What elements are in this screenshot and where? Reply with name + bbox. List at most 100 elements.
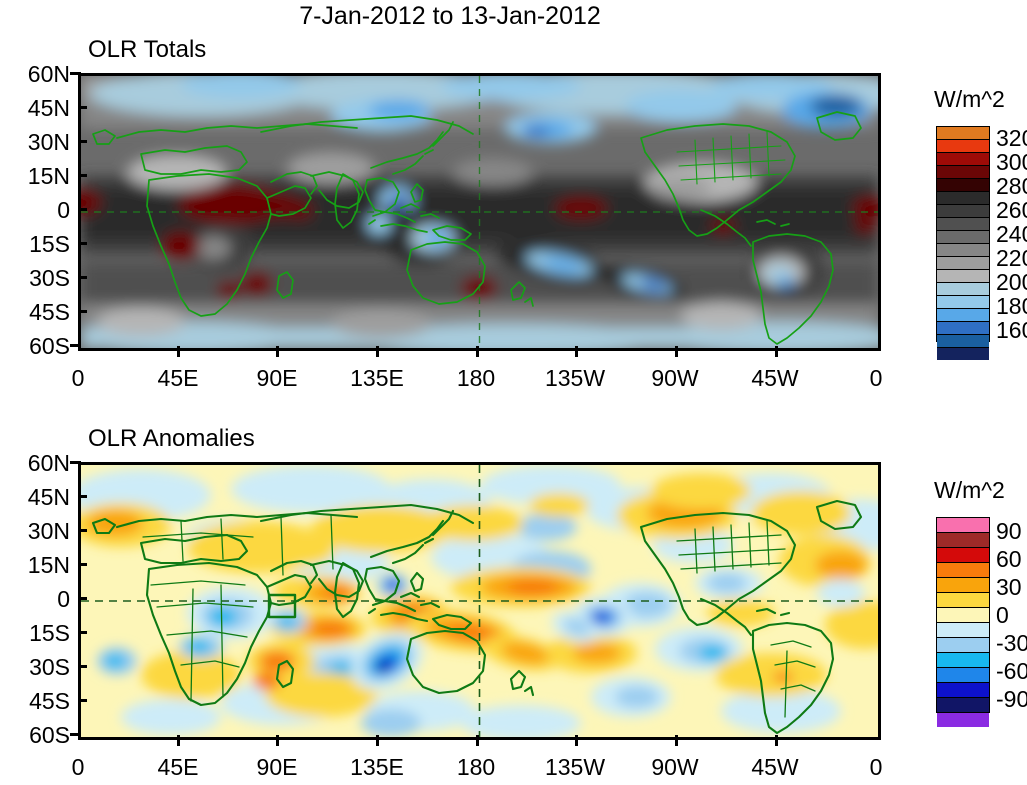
colorbar-tick-label: 320 [996, 125, 1027, 151]
colorbar-band [937, 653, 989, 668]
colorbar-band [937, 218, 989, 231]
ytick-mark [78, 699, 87, 702]
ytick-mark [78, 495, 87, 498]
map-plot-totals[interactable] [78, 73, 881, 351]
ytick-label: 60S [29, 722, 70, 748]
colorbar-band [937, 153, 989, 166]
ytick-label: 15S [29, 231, 70, 257]
ytick-label: 30S [29, 265, 70, 291]
panel-title-totals: OLR Totals [88, 36, 207, 63]
colorbar-tick-label: 30 [996, 574, 1022, 600]
ytick-label: 60N [27, 450, 70, 476]
colorbar-tick-label: -90 [996, 686, 1027, 712]
colorbar-tick-label: 300 [996, 149, 1027, 175]
colorbar-unit-totals: W/m^2 [934, 86, 1005, 112]
colorbar-band [937, 257, 989, 270]
xtick-mark [276, 346, 279, 357]
ytick-mark [78, 529, 87, 532]
xtick-mark [675, 735, 678, 746]
ytick-label: 45S [29, 299, 70, 325]
ytick-label: 60S [29, 333, 70, 359]
colorbar-band [937, 608, 989, 623]
colorbar-band [937, 698, 989, 713]
xtick-label: 90E [256, 365, 298, 391]
xtick-label: 135E [350, 365, 404, 391]
xtick-mark [177, 735, 180, 746]
ytick-mark [78, 597, 87, 600]
xtick-label: 135W [544, 365, 606, 391]
colorbar-band [937, 563, 989, 578]
colorbar-band [937, 623, 989, 638]
ytick-label: 60N [27, 61, 70, 87]
colorbar-tick-label: 220 [996, 245, 1027, 271]
xtick-label: 0 [869, 365, 883, 391]
xtick-mark [276, 735, 279, 746]
xtick-mark [476, 735, 479, 746]
ytick-mark [78, 310, 87, 313]
ytick-mark [70, 344, 81, 347]
ytick-label: 30S [29, 654, 70, 680]
olr-anomalies-map [81, 465, 878, 737]
page-title: 7-Jan-2012 to 13-Jan-2012 [299, 2, 601, 30]
xtick-label: 45E [157, 365, 199, 391]
colorbar-band [937, 309, 989, 322]
colorbar-tick-label: 0 [996, 602, 1009, 628]
ytick-label: 30N [27, 129, 70, 155]
coastlines-totals [92, 111, 862, 345]
xtick-label: 135E [350, 754, 404, 780]
colorbar-band [937, 205, 989, 218]
xtick-mark [775, 346, 778, 357]
colorbar-tick-label: 260 [996, 197, 1027, 223]
xtick-label: 90E [256, 754, 298, 780]
colorbar-tick-label: -60 [996, 658, 1027, 684]
ytick-label: 15S [29, 620, 70, 646]
ytick-mark [78, 242, 87, 245]
colorbar-tick-label: 180 [996, 293, 1027, 319]
ytick-mark [78, 106, 87, 109]
colorbar-band [937, 335, 989, 348]
xtick-mark [376, 346, 379, 357]
colorbar-band [937, 179, 989, 192]
ytick-mark [78, 276, 87, 279]
colorbar-band [937, 140, 989, 153]
panel-title-anomalies: OLR Anomalies [88, 425, 255, 452]
ytick-mark [78, 174, 87, 177]
map-plot-anomalies[interactable] [78, 462, 881, 740]
xtick-mark [376, 735, 379, 746]
colorbar-band [937, 578, 989, 593]
ytick-label: 0 [57, 197, 70, 223]
ytick-mark [70, 461, 81, 464]
ytick-label: 45N [27, 484, 70, 510]
colorbar-band [937, 518, 989, 533]
ytick-mark [78, 208, 87, 211]
xtick-label: 0 [71, 754, 85, 780]
colorbar-band [937, 548, 989, 563]
xtick-mark [476, 346, 479, 357]
colorbar-band [937, 192, 989, 205]
xtick-label: 45W [751, 365, 799, 391]
xtick-label: 90W [651, 754, 699, 780]
colorbar-band [937, 244, 989, 257]
xtick-mark [675, 346, 678, 357]
colorbar-band [937, 638, 989, 653]
ytick-label: 0 [57, 586, 70, 612]
ytick-label: 45S [29, 688, 70, 714]
xtick-label: 90W [651, 365, 699, 391]
colorbar-tick-label: 90 [996, 518, 1022, 544]
ytick-mark [78, 631, 87, 634]
xtick-mark [177, 346, 180, 357]
olr-totals-map [81, 76, 878, 348]
xtick-label: 45E [157, 754, 199, 780]
xtick-mark [575, 735, 578, 746]
colorbar-band [937, 283, 989, 296]
colorbar-totals[interactable] [936, 126, 990, 360]
colorbar-anomalies[interactable] [936, 517, 990, 727]
colorbar-band [937, 296, 989, 309]
ytick-mark [78, 140, 87, 143]
colorbar-tick-label: 200 [996, 269, 1027, 295]
colorbar-tick-label: 60 [996, 546, 1022, 572]
xtick-label: 180 [456, 365, 496, 391]
xtick-mark [775, 735, 778, 746]
ytick-mark [78, 563, 87, 566]
